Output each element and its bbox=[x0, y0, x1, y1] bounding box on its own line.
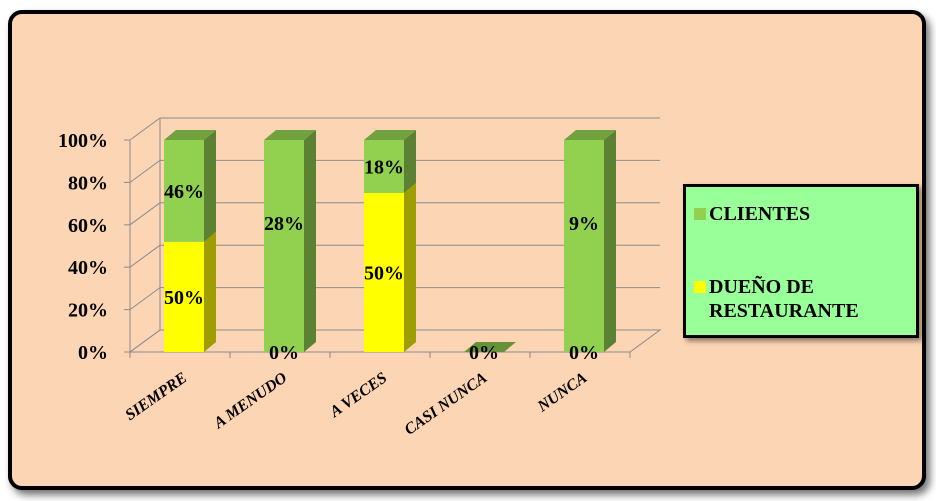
bar-clientes bbox=[364, 140, 404, 193]
data-label: 28% bbox=[264, 213, 304, 235]
y-tick-label: 0% bbox=[78, 342, 108, 364]
chart-legend: CLIENTES DUEÑO DE RESTAURANTE bbox=[683, 184, 919, 338]
data-label: 50% bbox=[364, 263, 404, 285]
bar-side-clientes bbox=[304, 130, 316, 352]
legend-label-clientes: CLIENTES bbox=[709, 203, 811, 225]
bar-side-clientes bbox=[404, 130, 416, 193]
data-label: 0% bbox=[569, 342, 599, 364]
bar-clientes bbox=[164, 140, 204, 242]
wall-gridline bbox=[129, 202, 161, 226]
data-label: 9% bbox=[569, 213, 599, 235]
bar-dueno bbox=[164, 241, 204, 352]
bar-top-clientes bbox=[264, 130, 316, 140]
y-tick-label: 20% bbox=[68, 300, 108, 322]
legend-item-dueno: DUEÑO DE RESTAURANTE bbox=[694, 275, 859, 323]
legend-label-dueno: DUEÑO DE RESTAURANTE bbox=[709, 276, 859, 322]
x-category-label: NUNCA bbox=[534, 369, 591, 416]
bar-side-clientes bbox=[204, 130, 216, 242]
data-label: 50% bbox=[164, 287, 204, 309]
data-label: 46% bbox=[164, 181, 204, 203]
x-category-label: CASI NUNCA bbox=[402, 369, 491, 438]
data-label: 0% bbox=[269, 342, 299, 364]
y-tick-label: 100% bbox=[58, 130, 108, 152]
wall-gridline bbox=[129, 159, 161, 183]
data-label: 0% bbox=[469, 342, 499, 364]
bar-side-clientes bbox=[604, 130, 616, 352]
x-category-label: A VECES bbox=[326, 369, 390, 421]
y-tick-label: 60% bbox=[68, 215, 108, 237]
legend-swatch-clientes bbox=[694, 208, 706, 220]
bar-dueno bbox=[364, 193, 404, 352]
legend-swatch-dueno bbox=[694, 281, 706, 293]
bar-side-dueno bbox=[204, 231, 216, 352]
wall-gridline bbox=[129, 244, 161, 268]
bar-top-clientes bbox=[564, 130, 616, 140]
wall-gridline bbox=[129, 329, 161, 353]
bar-clientes bbox=[264, 140, 304, 352]
wall-gridline bbox=[129, 287, 161, 311]
bar-top-clientes bbox=[364, 130, 416, 140]
bar-clientes bbox=[564, 140, 604, 352]
x-category-label: SIEMPRE bbox=[122, 369, 190, 424]
legend-item-clientes: CLIENTES bbox=[694, 202, 810, 226]
y-tick-label: 80% bbox=[68, 172, 108, 194]
wall-gridline bbox=[129, 117, 161, 141]
bar-top-clientes bbox=[164, 130, 216, 140]
y-tick-label: 40% bbox=[68, 257, 108, 279]
x-category-label: A MENUDO bbox=[210, 369, 290, 432]
bar-side-dueno bbox=[404, 183, 416, 352]
data-label: 18% bbox=[364, 157, 404, 179]
bar-empty bbox=[464, 342, 516, 352]
